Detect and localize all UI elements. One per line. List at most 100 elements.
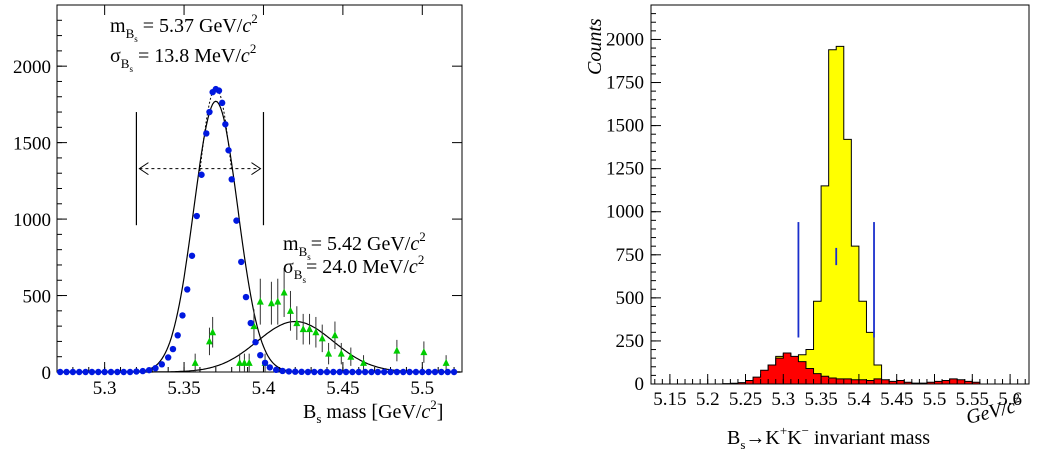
blue-data-point	[406, 368, 413, 376]
blue-data-point	[139, 367, 146, 375]
left-series-green	[191, 268, 450, 372]
y-tick-label: 500	[616, 288, 645, 309]
x-tick-label: 5.35	[804, 389, 837, 410]
green-triangle-point	[347, 352, 355, 360]
left-xaxis-label: Bs mass [GeV/c2]	[303, 397, 443, 426]
blue-data-point	[252, 338, 259, 346]
blue-data-point	[233, 217, 240, 224]
blue-data-point	[120, 368, 127, 376]
green-triangle-point	[420, 348, 428, 356]
right-yaxis-label: Counts	[584, 18, 606, 75]
y-tick-label: 2000	[606, 29, 644, 50]
blue-data-point	[342, 368, 350, 376]
blue-data-point	[336, 368, 343, 376]
x-tick-label: 5.45	[880, 389, 913, 410]
blue-data-point	[257, 351, 264, 359]
blue-data-point	[179, 312, 186, 319]
green-triangle-point	[280, 288, 288, 296]
green-triangle-point	[337, 349, 345, 357]
x-tick-label: 5.35	[167, 378, 200, 399]
blue-data-point	[95, 368, 102, 376]
blue-data-point	[242, 293, 250, 301]
blue-data-point	[107, 368, 115, 376]
blue-data-point	[285, 368, 293, 375]
right-markers	[797, 222, 875, 338]
blue-data-point	[174, 332, 181, 339]
annotation-mass-2: mBs= 5.42 GeV/c2	[283, 229, 426, 262]
blue-data-point	[349, 368, 356, 376]
blue-data-point	[215, 87, 223, 94]
y-tick-label: 1750	[606, 73, 644, 94]
green-triangle-point	[256, 297, 264, 305]
blue-data-point	[152, 364, 159, 372]
blue-data-point	[126, 368, 134, 376]
blue-data-point	[164, 354, 172, 361]
x-tick-label: 5.15	[653, 389, 686, 410]
green-triangle-point	[205, 337, 213, 345]
blue-data-point	[266, 364, 274, 371]
green-triangle-point	[240, 358, 248, 366]
green-triangle-point	[331, 331, 339, 339]
blue-data-point	[425, 368, 432, 376]
blue-data-point	[374, 368, 382, 376]
blue-data-point	[63, 368, 70, 376]
green-triangle-point	[236, 358, 244, 366]
blue-data-point	[387, 368, 394, 376]
blue-data-point	[184, 286, 191, 293]
x-tick-label: 5.5	[410, 378, 434, 399]
blue-data-point	[158, 361, 166, 368]
blue-data-point	[438, 368, 445, 376]
blue-data-point	[169, 345, 177, 353]
blue-data-point	[380, 368, 388, 376]
green-triangle-point	[267, 299, 275, 307]
y-tick-label: 750	[616, 245, 645, 266]
blue-data-point	[101, 368, 108, 376]
y-tick-label: 0	[42, 363, 52, 384]
blue-data-point	[431, 368, 439, 376]
blue-data-point	[298, 368, 305, 376]
blue-data-point	[304, 368, 312, 376]
green-triangle-point	[299, 325, 307, 333]
blue-data-point	[412, 368, 420, 376]
blue-data-point	[279, 367, 286, 375]
y-tick-label: 500	[23, 287, 52, 308]
x-tick-label: 5.4	[847, 389, 871, 410]
blue-data-point	[400, 368, 407, 376]
fit-curve	[57, 320, 461, 373]
y-tick-label: 1250	[606, 159, 644, 180]
right-xaxis-label: Bs→K+K− invariant mass	[727, 423, 930, 452]
yellow-histogram	[745, 45, 883, 385]
right-yellow-hist	[745, 45, 883, 385]
green-triangle-point	[318, 334, 326, 342]
y-tick-label: 1000	[606, 202, 644, 223]
x-tick-label: 5.3	[93, 378, 117, 399]
green-triangle-point	[306, 325, 314, 333]
green-triangle-point	[286, 306, 294, 314]
blue-data-point	[228, 176, 235, 183]
blue-data-point	[261, 359, 269, 367]
blue-data-point	[56, 368, 64, 376]
range-arrow-left-head	[138, 162, 149, 176]
blue-data-point	[311, 368, 318, 376]
green-triangle-point	[209, 328, 217, 336]
range-arrow-right-head	[251, 162, 262, 176]
blue-data-point	[145, 366, 153, 374]
green-triangle-point	[274, 297, 282, 305]
green-triangle-point	[245, 358, 253, 366]
blue-data-point	[272, 366, 280, 374]
left-yticks: 0 500 1000 1500 2000	[13, 19, 462, 384]
blue-data-point	[206, 108, 213, 116]
green-triangle-point	[360, 358, 368, 366]
y-tick-label: 0	[635, 374, 645, 395]
x-tick-label: 5.55	[956, 389, 989, 410]
blue-data-point	[330, 368, 337, 376]
right-xticks: 5.15 5.2 5.25 5.3 5.35 5.4 5.45 5.5 5.55 5.6	[653, 374, 1026, 410]
blue-data-point	[355, 368, 362, 376]
left-range-markers	[135, 112, 265, 226]
x-tick-label: 5.5	[923, 389, 947, 410]
green-triangle-point	[325, 349, 333, 357]
x-tick-label: 5.45	[326, 378, 359, 399]
green-triangle-point	[393, 346, 401, 354]
blue-data-point	[450, 368, 458, 376]
blue-data-point	[114, 368, 121, 376]
